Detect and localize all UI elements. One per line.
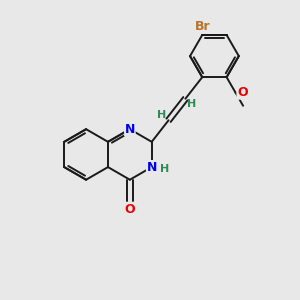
Text: N: N [125, 123, 135, 136]
Text: O: O [237, 86, 247, 99]
Text: Br: Br [194, 20, 210, 33]
Text: O: O [124, 203, 135, 216]
Text: H: H [187, 99, 196, 109]
Text: H: H [160, 164, 169, 174]
Text: H: H [158, 110, 166, 120]
Text: N: N [146, 160, 157, 174]
